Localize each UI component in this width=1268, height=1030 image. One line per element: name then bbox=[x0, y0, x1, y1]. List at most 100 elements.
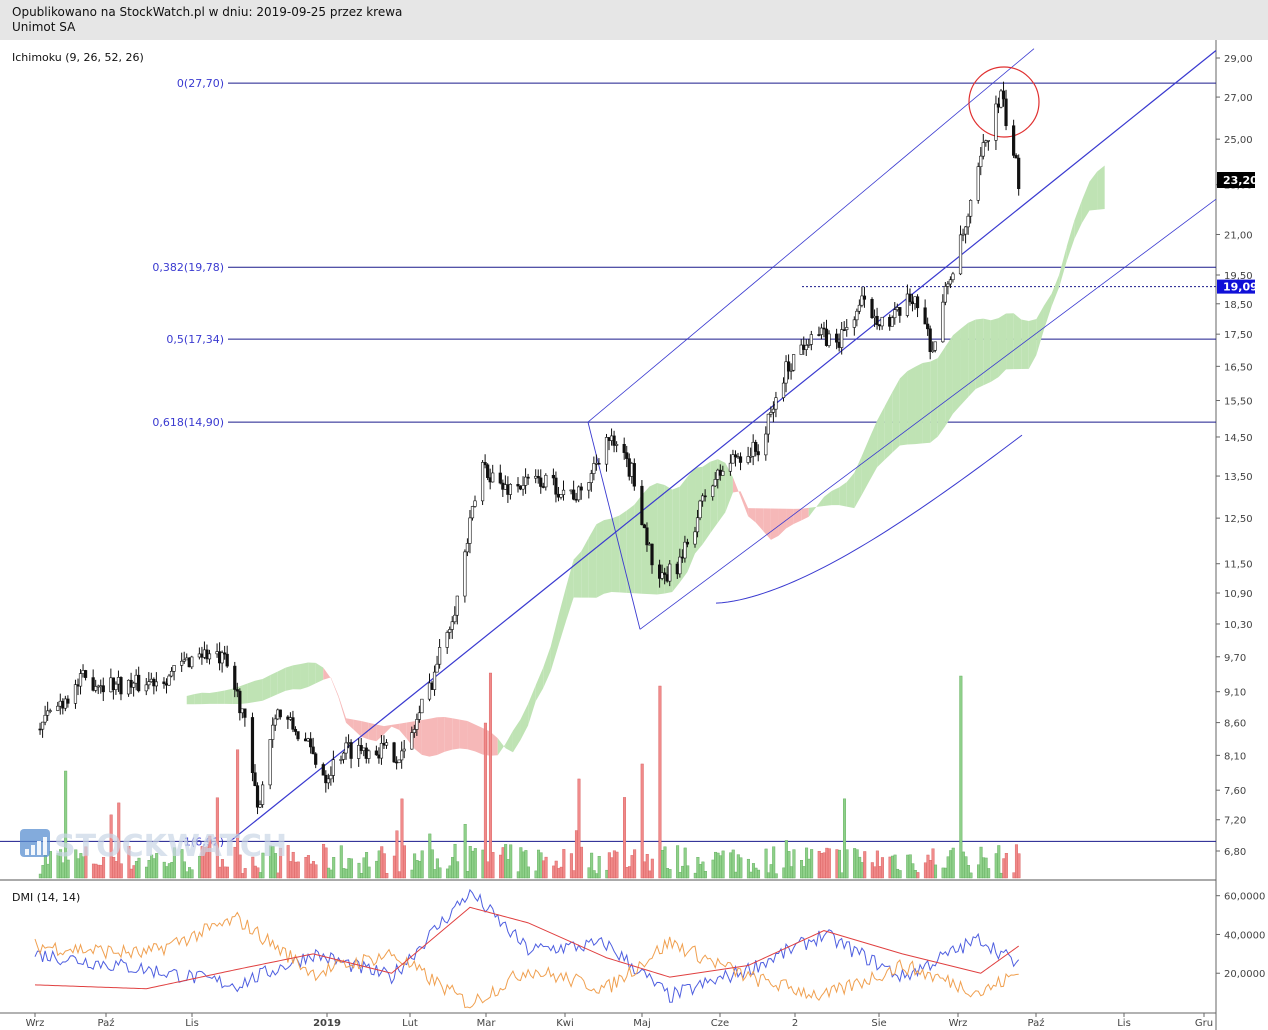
candle-body bbox=[766, 413, 770, 435]
volume-bar bbox=[286, 845, 290, 879]
volume-bar bbox=[109, 814, 113, 879]
candle-body bbox=[665, 574, 669, 582]
volume-bar bbox=[736, 854, 740, 879]
candle-body bbox=[996, 103, 1001, 108]
cloud-segment bbox=[907, 366, 916, 445]
volume-bar bbox=[172, 847, 176, 879]
candle-body bbox=[958, 234, 963, 275]
candle-body bbox=[116, 677, 121, 685]
cloud-segment bbox=[368, 722, 377, 742]
volume-bar bbox=[367, 866, 371, 879]
volume-bar bbox=[893, 854, 897, 879]
cloud-segment bbox=[687, 467, 696, 572]
volume-bar bbox=[410, 869, 414, 879]
volume-bar bbox=[1004, 853, 1008, 879]
cloud-segment bbox=[353, 719, 362, 737]
candle-body bbox=[526, 476, 530, 479]
channel-lower bbox=[639, 198, 1217, 630]
volume-bar bbox=[448, 865, 452, 879]
volume-bar bbox=[499, 854, 503, 879]
cloud-segment bbox=[1013, 313, 1022, 370]
volume-bar bbox=[1017, 853, 1021, 879]
volume-bar bbox=[294, 861, 298, 879]
volume-bar bbox=[923, 862, 927, 879]
volume-bar bbox=[483, 722, 487, 879]
volume-bar bbox=[858, 856, 862, 879]
cloud-segment bbox=[186, 694, 195, 705]
candle-body bbox=[756, 451, 760, 456]
candle-body bbox=[498, 472, 502, 484]
candle-body bbox=[238, 690, 242, 714]
volume-bar bbox=[544, 856, 548, 879]
volume-bar bbox=[911, 863, 915, 879]
candle-body bbox=[291, 717, 295, 730]
candle-body bbox=[926, 323, 930, 330]
cloud-segment bbox=[497, 738, 506, 756]
x-tick-label: Maj bbox=[633, 1018, 651, 1029]
volume-bar bbox=[663, 846, 667, 879]
cloud-segment bbox=[194, 692, 202, 705]
candle-body bbox=[870, 299, 874, 319]
volume-bar bbox=[772, 846, 776, 879]
candle-body bbox=[807, 344, 811, 346]
volume-bar bbox=[451, 857, 455, 879]
candle-body bbox=[817, 334, 821, 336]
candle-body bbox=[650, 543, 654, 566]
candle-body bbox=[880, 316, 884, 327]
cloud-segment bbox=[520, 703, 529, 740]
volume-bar bbox=[840, 872, 844, 879]
volume-bar bbox=[225, 866, 229, 879]
y-tick-label: 11,50 bbox=[1224, 560, 1253, 571]
volume-bar bbox=[623, 797, 627, 879]
candle-body bbox=[503, 484, 507, 490]
volume-bar bbox=[526, 866, 530, 879]
candle-body bbox=[660, 572, 664, 579]
volume-bar bbox=[721, 850, 725, 879]
volume-bar bbox=[165, 866, 169, 879]
candle-body bbox=[278, 709, 282, 718]
candle-body bbox=[986, 140, 990, 142]
volume-bar bbox=[415, 860, 419, 879]
volume-bar bbox=[311, 861, 315, 879]
candle-body bbox=[400, 750, 404, 761]
candle-body bbox=[888, 316, 892, 327]
volume-bar bbox=[822, 852, 826, 879]
candle-body bbox=[448, 629, 452, 633]
volume-bar bbox=[554, 860, 558, 879]
volume-bar bbox=[145, 866, 149, 879]
volume-bar bbox=[729, 852, 733, 879]
volume-bar bbox=[896, 868, 900, 879]
candle-body bbox=[685, 541, 690, 545]
watermark-text: STOCKWATCH bbox=[54, 829, 287, 864]
volume-bar bbox=[182, 861, 186, 879]
candle-body bbox=[592, 463, 596, 474]
candle-body bbox=[895, 307, 899, 310]
volume-bar bbox=[258, 872, 262, 879]
dmi-plus-line bbox=[34, 888, 1020, 1003]
volume-bar bbox=[94, 863, 98, 879]
candle-body bbox=[541, 486, 545, 488]
volume-bar bbox=[360, 873, 364, 879]
cloud-segment bbox=[1066, 220, 1075, 262]
cloud-segment bbox=[869, 420, 878, 481]
candle-body bbox=[819, 327, 824, 335]
candle-body bbox=[786, 361, 791, 372]
y-tick-label: 14,50 bbox=[1224, 433, 1253, 444]
chart-frame bbox=[0, 40, 1217, 1030]
candle-body bbox=[233, 665, 237, 690]
y-tick-label: 27,00 bbox=[1224, 93, 1253, 104]
candle-body bbox=[415, 719, 419, 730]
volume-bar bbox=[516, 871, 520, 879]
volume-bar bbox=[1012, 872, 1016, 879]
cloud-segment bbox=[884, 392, 893, 460]
candle-body bbox=[326, 778, 330, 784]
candle-body bbox=[612, 435, 616, 446]
volume-bar bbox=[982, 857, 986, 879]
candle-body bbox=[645, 527, 649, 546]
candle-body bbox=[101, 685, 105, 693]
candle-body bbox=[840, 329, 844, 348]
candle-body bbox=[716, 469, 720, 480]
volume-bar bbox=[117, 802, 121, 879]
candle-body bbox=[180, 660, 184, 666]
fib-label: 0(27,70) bbox=[177, 77, 224, 90]
